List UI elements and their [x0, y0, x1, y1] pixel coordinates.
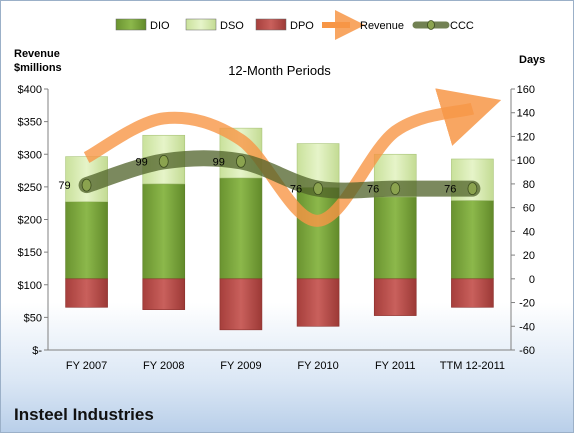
ccc-point	[236, 154, 246, 168]
left-tick-label: $400	[18, 84, 42, 96]
x-tick-label: FY 2009	[220, 360, 261, 372]
left-tick-label: $200	[18, 215, 42, 227]
right-tick-label: 120	[517, 131, 535, 143]
x-tick-label: FY 2008	[143, 360, 184, 372]
chart-title: 12-Month Periods	[228, 63, 331, 78]
ccc-point	[467, 182, 478, 196]
ccc-point	[158, 154, 169, 168]
right-tick-label: 0	[529, 274, 535, 286]
bar-dpo	[219, 278, 263, 331]
left-axis-title-line2: $millions	[14, 62, 62, 74]
bar-dio	[373, 196, 417, 280]
revenue-line	[83, 88, 502, 227]
ccc-data-label: 79	[58, 180, 70, 192]
ccc-point	[81, 178, 92, 192]
left-tick-label: $300	[18, 149, 42, 161]
bar-dpo	[451, 278, 494, 308]
right-tick-label: 40	[523, 226, 535, 238]
bar-dio	[142, 183, 186, 280]
left-tick-label: $250	[18, 182, 42, 194]
bar-dpo	[296, 278, 340, 327]
bar-dio	[219, 177, 263, 280]
bar-dio	[296, 187, 340, 280]
legend-label-revenue: Revenue	[360, 20, 404, 32]
right-tick-label: -40	[519, 321, 535, 333]
legend-label-ccc: CCC	[450, 20, 474, 32]
right-tick-label: 140	[517, 108, 535, 120]
left-axis-title-line1: Revenue	[14, 48, 60, 60]
ccc-data-label: 99	[213, 156, 225, 168]
bar-dpo	[65, 278, 108, 308]
right-tick-label: 20	[523, 250, 535, 262]
bar-dio	[65, 201, 108, 280]
ccc-point	[390, 182, 401, 196]
left-tick-label: $350	[18, 117, 42, 129]
ccc-data-label: 99	[136, 156, 148, 168]
legend-swatch-ccc-marker	[427, 20, 435, 30]
right-tick-label: 80	[523, 179, 535, 191]
ccc-point	[313, 182, 323, 196]
x-tick-label: FY 2010	[297, 360, 338, 372]
left-tick-label: $150	[18, 247, 42, 259]
right-tick-label: 160	[517, 84, 535, 96]
legend-label-dpo: DPO	[290, 20, 314, 32]
legend-label-dio: DIO	[150, 20, 170, 32]
right-axis-title: Days	[519, 54, 545, 66]
bar-dpo	[142, 278, 186, 310]
left-tick-label: $-	[32, 345, 42, 357]
bar-dpo	[373, 278, 417, 316]
left-tick-label: $50	[24, 312, 42, 324]
legend-label-dso: DSO	[220, 20, 244, 32]
legend-swatch-dpo	[255, 18, 287, 31]
ccc-data-label: 76	[444, 184, 456, 196]
left-tick-label: $100	[18, 280, 42, 292]
right-tick-label: 60	[523, 203, 535, 215]
x-tick-label: FY 2007	[66, 360, 107, 372]
legend-swatch-dso	[185, 18, 217, 31]
bar-dio	[451, 200, 494, 280]
x-tick-label: TTM 12-2011	[440, 360, 505, 372]
x-tick-label: FY 2011	[375, 360, 416, 372]
ccc-data-label: 76	[290, 184, 302, 196]
ccc-data-label: 76	[367, 184, 379, 196]
right-tick-label: -20	[519, 298, 535, 310]
right-tick-label: -60	[519, 345, 535, 357]
company-name: Insteel Industries	[14, 405, 154, 424]
right-tick-label: 100	[517, 155, 535, 167]
legend-swatch-dio	[115, 18, 147, 31]
